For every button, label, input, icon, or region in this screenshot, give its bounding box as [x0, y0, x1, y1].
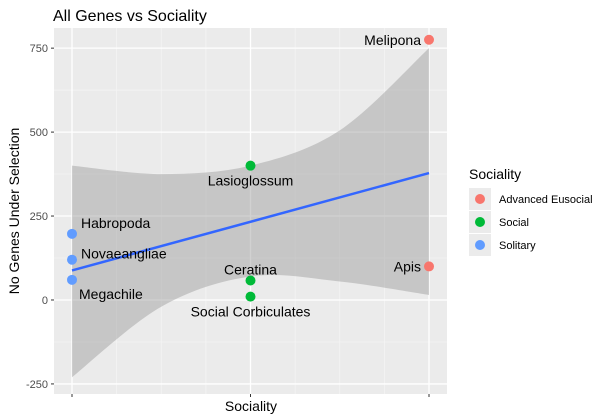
legend-title: Sociality: [469, 166, 521, 182]
point-label: Novaeangliae: [81, 246, 167, 262]
x-axis-title: Sociality: [225, 398, 277, 414]
point-label: Melipona: [364, 32, 421, 48]
x-axis: [71, 394, 430, 397]
y-axis: -250 0 250 500 750: [26, 43, 54, 391]
y-tick-label: -250: [26, 379, 48, 391]
legend-label: Advanced Eusocial: [499, 194, 593, 206]
point-labels: Melipona Apis Lasioglossum Ceratina Social C…: [79, 32, 421, 320]
data-point-apis: [424, 261, 434, 272]
data-point-social-corbiculates: [245, 291, 256, 302]
point-label: Habropoda: [81, 215, 150, 231]
point-label: Social Corbiculates: [191, 304, 311, 320]
data-point-habropoda: [67, 228, 77, 239]
data-point-megachile: [67, 274, 77, 285]
regression-line-segment: [71, 171, 430, 272]
legend-swatch: [475, 217, 485, 227]
major-gridlines: [54, 28, 447, 394]
confidence-band-area: [72, 48, 429, 378]
data-point-melipona: [424, 34, 434, 45]
point-label: Megachile: [79, 286, 143, 302]
data-point-novaeangliae: [67, 254, 77, 265]
legend-swatch: [475, 240, 485, 250]
y-axis-title: No Genes Under Selection: [6, 128, 22, 295]
data-point-lasioglossum: [245, 160, 256, 171]
legend-label: Social: [499, 217, 529, 229]
legend-swatch: [475, 194, 485, 204]
data-points: [67, 34, 434, 302]
legend: Sociality Advanced Eusocial Social Solitar…: [469, 166, 593, 256]
y-tick-label: 500: [30, 127, 48, 139]
point-label: Apis: [394, 258, 421, 274]
y-tick-label: 0: [42, 295, 48, 307]
y-tick-label: 750: [30, 43, 48, 55]
confidence-band: [72, 48, 429, 378]
regression-line: [71, 171, 430, 272]
point-label: Ceratina: [224, 262, 277, 278]
data-point-ceratina: [245, 275, 256, 286]
point-label: Lasioglossum: [208, 173, 294, 189]
legend-items: Advanced Eusocial Social Solitary: [469, 188, 593, 256]
y-tick-label: 250: [30, 211, 48, 223]
chart-title: All Genes vs Sociality: [53, 8, 207, 25]
legend-label: Solitary: [499, 240, 536, 252]
